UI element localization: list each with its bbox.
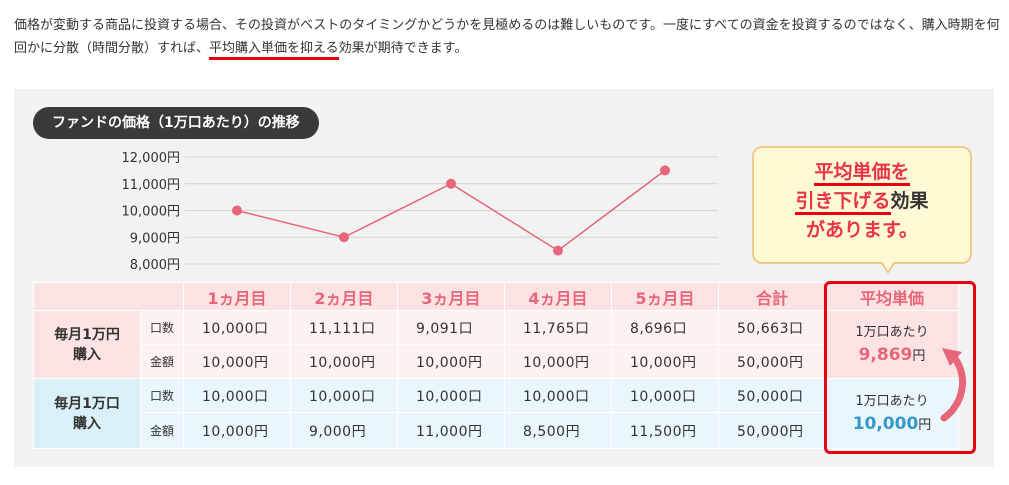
header-total: 合計 bbox=[718, 282, 826, 311]
group-label-yen: 毎月1万円 購入 bbox=[33, 310, 141, 379]
table-cell: 9,000円 bbox=[290, 412, 398, 449]
table-cell: 50,000円 bbox=[718, 412, 826, 449]
header-month-3: 3ヵ月目 bbox=[397, 282, 505, 311]
header-month-2: 2ヵ月目 bbox=[290, 282, 398, 311]
table-cell: 10,000口 bbox=[397, 378, 505, 413]
data-point bbox=[232, 205, 242, 216]
table-row: 金額 10,000円 9,000円 11,000円 8,500円 11,500円… bbox=[34, 412, 959, 449]
table-cell: 11,111口 bbox=[290, 310, 398, 345]
y-tick-label: 8,000円 bbox=[130, 258, 180, 273]
table-row: 毎月1万円 購入 口数 10,000口 11,111口 9,091口 11,765… bbox=[33, 310, 959, 379]
average-value: 10,000 bbox=[852, 413, 919, 434]
callout-bubble: 平均単価を 引き下げる効果 があります。 bbox=[752, 146, 972, 264]
table-cell: 11,500円 bbox=[611, 412, 719, 449]
row-label: 口数 bbox=[140, 310, 184, 345]
y-tick-label: 9,000円 bbox=[130, 231, 180, 246]
table-cell: 11,765口 bbox=[504, 310, 612, 345]
y-tick-label: 12,000円 bbox=[122, 151, 181, 166]
table-cell: 10,000口 bbox=[611, 378, 719, 413]
average-cell-yen: 1万口あたり 9,869円 bbox=[825, 310, 959, 379]
data-point bbox=[553, 245, 563, 256]
header-month-1: 1ヵ月目 bbox=[183, 282, 291, 311]
table-header-row: 1ヵ月目 2ヵ月目 3ヵ月目 4ヵ月目 5ヵ月目 合計 平均単価 bbox=[33, 282, 959, 311]
intro-text: 価格が変動する商品に投資する場合、その投資がベストのタイミングかどうかを見極める… bbox=[14, 14, 1004, 60]
average-cell-units: 1万口あたり 10,000円 bbox=[825, 378, 959, 449]
table-cell: 10,000円 bbox=[397, 344, 505, 379]
header-average: 平均単価 bbox=[825, 282, 959, 311]
table-cell: 10,000円 bbox=[183, 412, 291, 449]
chart-title: ファンドの価格（1万口あたり）の推移 bbox=[33, 107, 319, 139]
data-point bbox=[660, 165, 670, 176]
table-cell: 10,000円 bbox=[183, 344, 291, 379]
table-cell: 10,000口 bbox=[183, 310, 291, 345]
data-point bbox=[446, 178, 456, 189]
y-tick-label: 11,000円 bbox=[122, 178, 181, 193]
callout-pointer-fill bbox=[882, 261, 894, 271]
intro-highlight: 平均購入単価を抑える bbox=[209, 41, 339, 60]
y-tick-label: 10,000円 bbox=[122, 205, 181, 220]
table-cell: 11,000円 bbox=[397, 412, 505, 449]
table-cell: 10,000円 bbox=[504, 344, 612, 379]
data-point bbox=[339, 232, 349, 243]
header-month-4: 4ヵ月目 bbox=[504, 282, 612, 311]
row-label: 口数 bbox=[140, 378, 184, 413]
comparison-table: 1ヵ月目 2ヵ月目 3ヵ月目 4ヵ月目 5ヵ月目 合計 平均単価 毎月1万円 購入… bbox=[33, 282, 959, 449]
table-cell: 50,000口 bbox=[718, 378, 826, 413]
table-row: 金額 10,000円 10,000円 10,000円 10,000円 10,00… bbox=[34, 344, 959, 379]
row-label: 金額 bbox=[140, 344, 184, 379]
table-cell: 8,696口 bbox=[611, 310, 719, 345]
table-cell: 10,000口 bbox=[504, 378, 612, 413]
average-highlight-frame bbox=[824, 281, 976, 454]
average-value: 9,869 bbox=[858, 344, 913, 365]
